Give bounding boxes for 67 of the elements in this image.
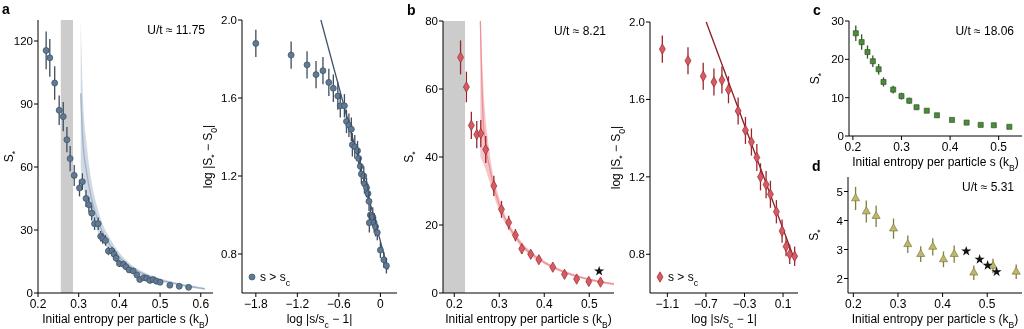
y-tick-label: 2.0 [221,14,237,26]
x-tick-label: 0.1 [774,297,792,311]
chart-title: c [813,2,821,18]
x-tick-label: 0.3 [889,297,907,311]
chart-title: a [2,1,10,17]
x-tick-label: −0.7 [694,297,719,311]
y-tick-label: 0 [431,287,438,299]
x-axis-title: Initial entropy per particle s (k$_{B}$) [852,155,1019,173]
x-tick-label: 0.4 [111,297,129,311]
annotation: U/t ≈ 11.75 [147,23,206,37]
x-tick-label: −1.2 [285,297,310,311]
x-tick-label: 0.5 [978,297,996,311]
x-tick-label: 0.4 [934,297,952,311]
y-tick-label: 0.8 [221,248,237,260]
x-tick-label: 0.2 [445,297,463,311]
y-tick-label: 80 [425,15,438,27]
x-tick-label: 0.5 [151,297,169,311]
annotation: U/t ≈ 8.21 [554,24,607,38]
legend-label: s > s$_{c}$ [668,270,699,288]
x-tick-label: −0.6 [327,297,352,311]
y-tick-label: 0.8 [629,248,645,261]
y-tick-label: 1.6 [629,93,645,106]
y-tick-label: 20 [425,219,438,231]
y-tick-label: 1.6 [221,92,237,104]
y-tick-label: 60 [20,161,33,173]
y-tick-label: 40 [425,151,438,163]
y-tick-label: 3 [836,243,843,256]
x-tick-label: 0.3 [490,297,508,311]
x-tick-label: −1.1 [655,297,680,311]
legend-label: s > s$_{c}$ [260,270,291,288]
y-tick-label: 60 [425,83,438,95]
y-tick-label: 5 [836,185,843,198]
x-tick-label: −1.8 [243,297,268,311]
x-tick-label: 0.3 [70,297,88,311]
y-tick-label: 20 [831,53,844,66]
x-axis-title: Initial entropy per particle s (k$_{B}$) [42,312,209,329]
x-tick-label: 0.5 [580,297,598,311]
chart-title: b [407,2,416,18]
y-tick-label: 120 [13,35,33,47]
x-tick-label: 0.3 [893,140,911,154]
y-tick-label: 1.2 [221,170,237,182]
y-tick-label: 30 [831,15,844,27]
y-tick-label: 0 [837,130,844,142]
annotation: U/t ≈ 18.06 [955,24,1015,38]
x-tick-label: 0.4 [941,140,959,154]
y-tick-label: 90 [20,98,33,110]
y-tick-label: 0 [26,287,33,299]
y-tick-label: 30 [20,224,33,236]
x-axis-title: log |s/s$_{c}$ − 1| [691,312,757,329]
y-tick-label: 2.0 [629,16,645,28]
y-tick-label: 4 [836,214,844,227]
y-tick-label: 2 [836,272,843,285]
x-tick-label: 0.2 [844,140,862,154]
y-tick-label: 10 [831,91,844,104]
annotation: U/t ≈ 5.31 [962,180,1015,194]
x-tick-label: −0.3 [732,297,757,311]
x-tick-label: 0 [377,297,385,311]
x-axis-title: Initial entropy per particle s (k$_{B}$) [851,312,1019,329]
x-axis-title: Initial entropy per particle s (k$_{B}$) [445,312,612,329]
x-tick-label: 0.2 [29,297,47,311]
x-tick-label: 0.6 [192,297,210,311]
x-tick-label: 0.5 [990,140,1008,154]
x-axis-title: log |s/s$_{c}$ − 1| [286,312,353,329]
x-tick-label: 0.4 [535,297,553,311]
y-tick-label: 1.2 [629,170,645,183]
chart-title: d [812,158,821,174]
x-tick-label: 0.2 [845,297,863,311]
